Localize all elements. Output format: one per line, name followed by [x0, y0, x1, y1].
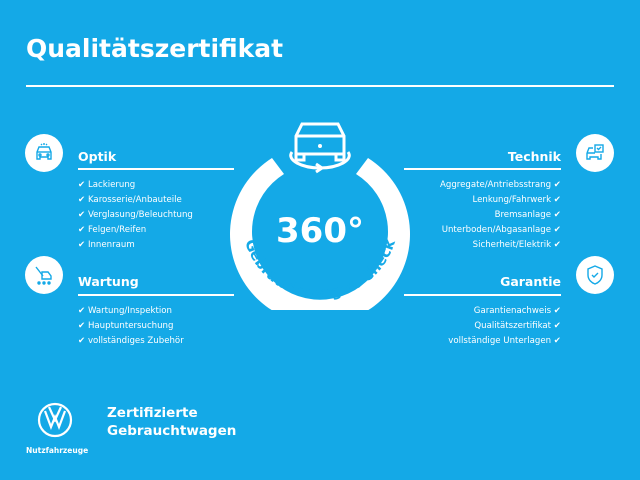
badge-number: 360°: [276, 211, 364, 251]
optik-list: ✔ Lackierung ✔ Karosserie/Anbauteile ✔ V…: [78, 178, 193, 253]
wartung-list: ✔ Wartung/Inspektion ✔ Hauptuntersuchung…: [78, 304, 184, 349]
list-item: vollständige Unterlagen ✔: [448, 336, 561, 346]
list-item: ✔ Karosserie/Anbauteile: [78, 195, 182, 205]
car-checklist-icon: [576, 134, 614, 172]
check-icon: ✔: [553, 180, 561, 190]
list-item: ✔ Hauptuntersuchung: [78, 321, 174, 331]
check-icon: ✔: [78, 195, 86, 205]
garantie-list: Garantienachweis ✔ Qualitätszertifikat ✔…: [448, 304, 561, 349]
check-icon: ✔: [78, 210, 86, 220]
list-item: ✔ Felgen/Reifen: [78, 225, 147, 235]
check-icon: ✔: [78, 225, 86, 235]
list-item: ✔ Innenraum: [78, 240, 135, 250]
section-heading-technik: Technik: [507, 149, 561, 164]
list-item: Lenkung/Fahrwerk ✔: [472, 195, 562, 205]
brand-line-2: Gebrauchtwagen: [107, 423, 237, 439]
check-icon: ✔: [553, 306, 561, 316]
check-icon: ✔: [553, 240, 561, 250]
vw-logo: [37, 402, 73, 438]
list-item: Aggregate/Antriebsstrang ✔: [439, 180, 561, 190]
list-item: ✔ Wartung/Inspektion: [78, 306, 172, 316]
check-icon: ✔: [553, 321, 561, 331]
technik-list: Aggregate/Antriebsstrang ✔ Lenkung/Fahrw…: [440, 178, 561, 253]
wrench-van-icon: [25, 256, 63, 294]
divider: [404, 294, 561, 296]
check-icon: ✔: [553, 336, 561, 346]
page-title: Qualitätszertifikat: [26, 34, 284, 63]
list-item: ✔ Lackierung: [78, 180, 136, 190]
check-icon: ✔: [78, 306, 86, 316]
list-item: Bremsanlage ✔: [494, 210, 561, 220]
check-icon: ✔: [553, 210, 561, 220]
title-divider: [26, 85, 614, 87]
divider: [78, 294, 234, 296]
check-icon: ✔: [78, 180, 86, 190]
section-heading-garantie: Garantie: [500, 274, 561, 289]
brand-line-1: Zertifizierte: [107, 405, 198, 421]
shield-check-icon: [576, 256, 614, 294]
check-icon: ✔: [553, 225, 561, 235]
list-item: ✔ vollständiges Zubehör: [78, 336, 184, 346]
list-item: ✔ Verglasung/Beleuchtung: [78, 210, 193, 220]
360-check-badge: 360° Gebrauchtwagen-Check: [230, 122, 410, 310]
check-icon: ✔: [553, 195, 561, 205]
car-front-icon: [25, 134, 63, 172]
car-rotate-icon: [289, 122, 351, 174]
check-icon: ✔: [78, 336, 86, 346]
logo-subtitle: Nutzfahrzeuge: [26, 446, 89, 455]
section-heading-wartung: Wartung: [78, 274, 139, 289]
check-icon: ✔: [78, 240, 86, 250]
check-icon: ✔: [78, 321, 86, 331]
section-heading-optik: Optik: [78, 149, 117, 164]
list-item: Sicherheit/Elektrik ✔: [472, 240, 561, 250]
divider: [78, 168, 234, 170]
list-item: Unterboden/Abgasanlage ✔: [441, 225, 561, 235]
list-item: Garantienachweis ✔: [473, 306, 561, 316]
list-item: Qualitätszertifikat ✔: [474, 321, 561, 331]
divider: [404, 168, 561, 170]
